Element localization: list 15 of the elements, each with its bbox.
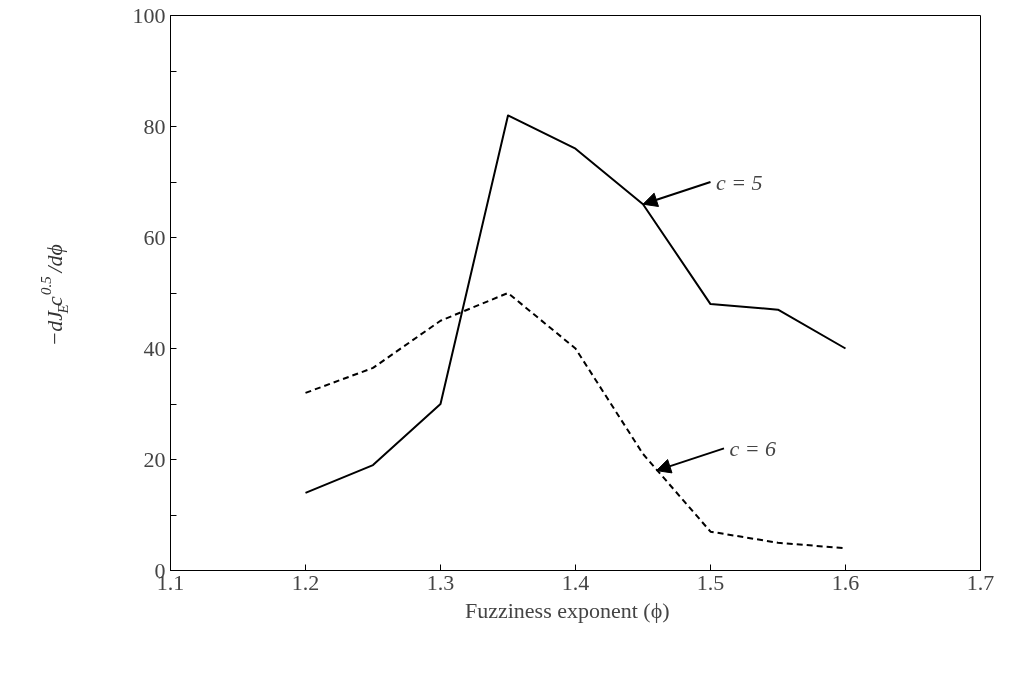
- x-tick-label: 1.7: [966, 569, 995, 595]
- x-tick-label: 1.4: [561, 569, 590, 595]
- x-tick-label: 1.3: [426, 569, 455, 595]
- y-tick-label: 80: [143, 113, 166, 139]
- y-tick-label: 20: [143, 446, 166, 472]
- annotation: c = 5: [715, 169, 763, 195]
- y-tick-label: 100: [132, 2, 166, 28]
- y-axis-title: −dJEc0.5/dϕ: [37, 244, 71, 347]
- x-tick-label: 1.6: [831, 569, 860, 595]
- y-tick-label: 60: [143, 224, 166, 250]
- x-tick-label: 1.2: [291, 569, 320, 595]
- x-tick-label: 1.5: [696, 569, 725, 595]
- x-axis-title: Fuzziness exponent (ϕ): [464, 597, 670, 623]
- annotation: c = 6: [729, 435, 777, 461]
- y-tick-label: 40: [143, 335, 166, 361]
